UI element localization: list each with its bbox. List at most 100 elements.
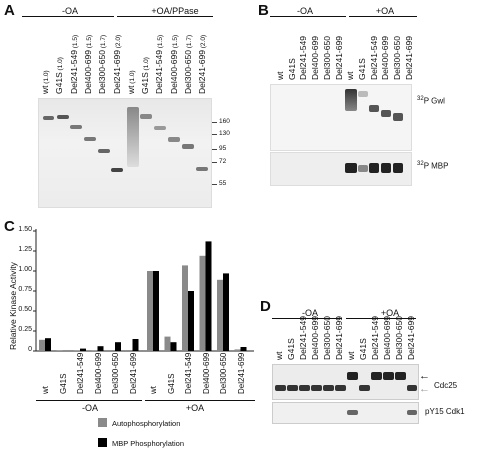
panel-a-group-minus-line bbox=[22, 16, 114, 17]
panel-d-lane-label: Del300-650 bbox=[322, 316, 332, 360]
mw-marker-label: 130 bbox=[219, 130, 230, 137]
mw-tick bbox=[212, 134, 217, 135]
chart-x-tick-label: G41S bbox=[58, 373, 68, 394]
panel-b-lane-label: Del241-699 bbox=[403, 36, 414, 80]
bar-mbp bbox=[80, 348, 86, 351]
panel-c-label: C bbox=[4, 218, 15, 235]
panel-d-label: D bbox=[260, 298, 271, 315]
chart-y-tick-label: 1.50 bbox=[18, 226, 32, 233]
panel-b-lane-label: Del400-699 bbox=[310, 36, 321, 80]
panel-a-group-minus: -OA bbox=[61, 6, 78, 16]
band bbox=[369, 163, 379, 173]
panel-a-group-plus-line bbox=[117, 16, 213, 17]
bar-auto bbox=[199, 255, 206, 351]
bar-auto bbox=[164, 336, 171, 351]
mw-marker-label: 72 bbox=[219, 158, 227, 165]
band bbox=[311, 385, 322, 391]
bar-mbp bbox=[97, 346, 104, 351]
bar-auto bbox=[234, 349, 241, 351]
chart-y-tick-label: 0.75 bbox=[18, 286, 32, 293]
bar-mbp bbox=[223, 273, 229, 351]
band bbox=[275, 385, 286, 391]
mw-tick bbox=[212, 149, 217, 150]
bar-mbp bbox=[45, 338, 51, 351]
band bbox=[393, 163, 403, 173]
mw-tick bbox=[212, 122, 217, 123]
bar-auto bbox=[217, 279, 223, 351]
panel-d-lane-label: wt bbox=[274, 351, 284, 361]
band bbox=[287, 385, 298, 391]
chart-y-tick-label: 0 bbox=[28, 346, 32, 353]
legend-label-auto: Autophosphorylation bbox=[112, 419, 181, 428]
band bbox=[57, 115, 69, 119]
chart-y-tick-label: 0.50 bbox=[18, 306, 32, 313]
mw-marker-label: 55 bbox=[219, 180, 227, 187]
chart-y-tick-label: 1.25 bbox=[18, 246, 32, 253]
chart-x-tick-label: Del400-699 bbox=[201, 352, 211, 394]
band bbox=[358, 91, 368, 97]
panel-d-lane-label: wt bbox=[346, 351, 356, 361]
panel-d-lane-label: G41S bbox=[286, 338, 296, 360]
panel-d-cdc25-label: Cdc25 bbox=[434, 381, 458, 390]
band bbox=[168, 137, 180, 142]
chart-x-tick-label: Del400-699 bbox=[93, 352, 103, 394]
band bbox=[407, 410, 417, 415]
band bbox=[407, 385, 417, 391]
panel-d-lane-label: Del300-650 bbox=[394, 316, 404, 360]
bar-mbp bbox=[205, 241, 212, 351]
arrow-black-icon: ← bbox=[419, 370, 430, 382]
panel-d-group-plus-line bbox=[346, 318, 416, 319]
panel-b-group-minus: -OA bbox=[296, 6, 313, 16]
band bbox=[70, 125, 82, 129]
panel-b-gwl-label: 32P Gwl bbox=[417, 96, 445, 106]
panel-b-lane-label: Del241-699 bbox=[333, 36, 344, 80]
band bbox=[323, 385, 334, 391]
band bbox=[358, 165, 368, 172]
bar-auto bbox=[182, 265, 188, 351]
band bbox=[43, 116, 54, 120]
bar-auto bbox=[56, 350, 63, 351]
chart-x-tick-label: wt bbox=[149, 386, 158, 394]
band bbox=[335, 385, 346, 391]
panel-b-lane-label: Del300-650 bbox=[321, 36, 332, 80]
panel-b-lane-label: Del300-650 bbox=[392, 36, 402, 80]
panel-a-blot bbox=[38, 98, 212, 208]
bar-auto bbox=[39, 339, 45, 351]
panel-d-lane-label: Del400-699 bbox=[382, 316, 392, 360]
band bbox=[371, 372, 382, 380]
chart-x-tick-label: Del241-699 bbox=[236, 352, 246, 394]
bar-mbp bbox=[170, 342, 177, 351]
bar-auto bbox=[91, 350, 98, 351]
chart-x-tick-label: Del241-699 bbox=[128, 352, 138, 394]
chart-group-plus: +OA bbox=[185, 403, 205, 413]
panel-b-gwl-blot bbox=[270, 84, 412, 151]
panel-b-mbp-label: 32P MBP bbox=[417, 161, 449, 171]
panel-d-lane-label: Del241-699 bbox=[334, 316, 344, 360]
band bbox=[393, 113, 403, 121]
band bbox=[140, 114, 152, 119]
band bbox=[381, 163, 391, 173]
panel-d-lane-label: Del241-549 bbox=[298, 316, 308, 360]
band bbox=[127, 107, 139, 167]
panel-d-py15-blot bbox=[272, 402, 419, 424]
legend-swatch-auto bbox=[98, 418, 107, 427]
band bbox=[381, 110, 391, 117]
band bbox=[111, 168, 123, 172]
arrow-gray-icon: ← bbox=[419, 383, 430, 395]
band bbox=[345, 163, 357, 173]
chart-x-tick-label: Del300-650 bbox=[219, 352, 228, 394]
panel-d-py15-label: pY15 Cdk1 bbox=[425, 407, 465, 416]
panel-d-lane-label: Del241-549 bbox=[370, 316, 380, 360]
panel-d-group-minus-line bbox=[272, 318, 342, 319]
band bbox=[347, 410, 358, 415]
chart-x-tick-label: Del241-549 bbox=[184, 352, 193, 394]
mw-marker-label: 160 bbox=[219, 118, 230, 125]
bar-auto bbox=[147, 271, 153, 351]
panel-b-lane-label: wt bbox=[275, 71, 285, 81]
panel-b-group-minus-line bbox=[270, 16, 346, 17]
chart-x-tick-label: Del300-650 bbox=[111, 352, 120, 394]
band bbox=[383, 372, 394, 380]
panel-d-lane-label: Del400-699 bbox=[310, 316, 320, 360]
chart-x-tick-label: Del241-549 bbox=[76, 352, 85, 394]
bar-mbp bbox=[240, 347, 247, 351]
